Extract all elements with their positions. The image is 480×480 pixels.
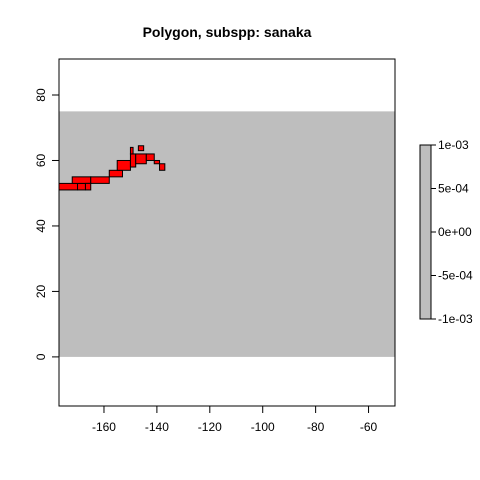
legend-tick-label: -1e-03: [438, 312, 473, 326]
y-tick-label: 20: [34, 284, 48, 298]
raster-layer: [59, 111, 395, 357]
polygon-layer: [58, 145, 166, 191]
x-tick-label: -140: [145, 420, 169, 434]
legend-bar: [419, 144, 432, 320]
legend-tick-label: -5e-04: [438, 269, 473, 283]
x-tick-label: -160: [92, 420, 116, 434]
polygon-cell-6: [116, 159, 131, 171]
chart-title: Polygon, subspp: sanaka: [143, 24, 312, 40]
y-tick-label: 0: [34, 353, 48, 360]
polygon-cell-11: [137, 145, 145, 152]
y-tick-label: 40: [34, 219, 48, 233]
polygon-cell-7: [129, 153, 137, 168]
y-axis: 0 20 40 60 80: [34, 88, 60, 360]
polygon-cell-4: [90, 176, 110, 184]
raster-area: [59, 111, 395, 357]
polygon-cell-12: [153, 159, 161, 165]
polygon-cell-5: [108, 169, 123, 178]
legend-tick-label: 1e-03: [438, 138, 469, 152]
x-tick-label: -120: [198, 420, 222, 434]
polygon-cell-1: [77, 182, 86, 191]
x-tick-label: -60: [360, 420, 378, 434]
polygon-cell-13: [159, 163, 166, 171]
legend-tick-label: 0e+00: [438, 225, 472, 239]
y-tick-label: 60: [34, 153, 48, 167]
x-axis: -160 -140 -120 -100 -80 -60: [92, 405, 378, 434]
polygon-cell-3: [84, 182, 92, 191]
polygon-cell-2: [71, 176, 92, 184]
legend: 1e-03 5e-04 0e+00 -5e-04 -1e-03: [419, 138, 473, 326]
polygon-cell-8: [129, 146, 134, 155]
legend-tick-label: 5e-04: [438, 182, 469, 196]
polygon-cell-9: [135, 153, 147, 165]
x-tick-label: -100: [251, 420, 275, 434]
polygon-cell-10: [145, 153, 155, 161]
polygon-cell-0: [58, 182, 79, 191]
x-tick-label: -80: [307, 420, 325, 434]
y-tick-label: 80: [34, 88, 48, 102]
